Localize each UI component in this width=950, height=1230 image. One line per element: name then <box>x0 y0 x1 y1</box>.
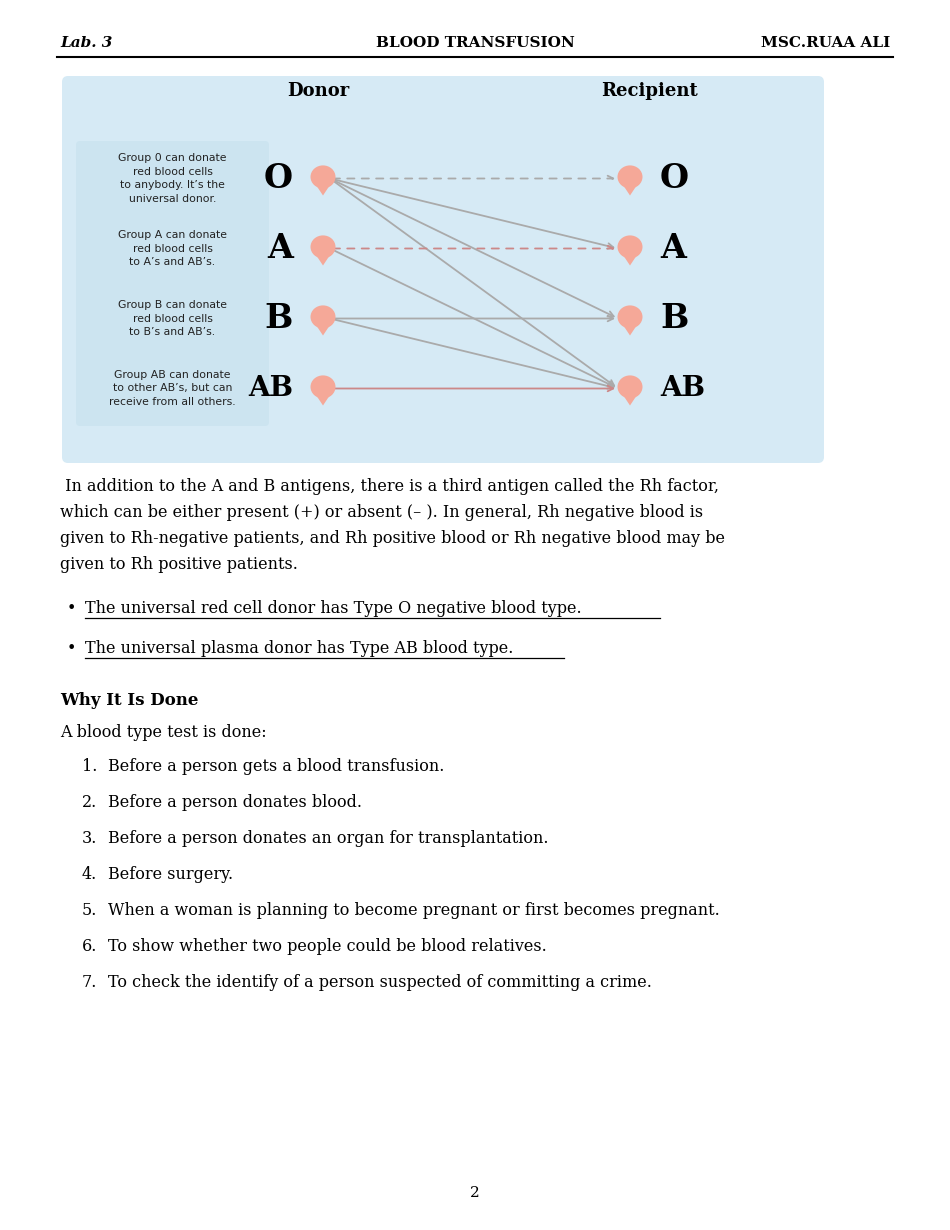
Text: AB: AB <box>660 375 705 402</box>
Text: 7.: 7. <box>82 974 97 991</box>
Text: BLOOD TRANSFUSION: BLOOD TRANSFUSION <box>375 36 575 50</box>
Polygon shape <box>314 323 332 336</box>
Text: Group AB can donate
to other AB’s, but can
receive from all others.: Group AB can donate to other AB’s, but c… <box>109 370 236 407</box>
Ellipse shape <box>618 165 642 188</box>
Text: 5.: 5. <box>82 902 97 919</box>
Ellipse shape <box>618 375 642 399</box>
Polygon shape <box>314 253 332 266</box>
Text: The universal plasma donor has Type AB blood type.: The universal plasma donor has Type AB b… <box>85 640 513 657</box>
Text: Recipient: Recipient <box>601 82 698 100</box>
Text: A blood type test is done:: A blood type test is done: <box>60 724 267 740</box>
Ellipse shape <box>618 305 642 328</box>
Text: 6.: 6. <box>82 938 97 954</box>
Text: 1.: 1. <box>82 758 97 775</box>
Text: MSC.RUAA ALI: MSC.RUAA ALI <box>761 36 890 50</box>
Text: Before a person gets a blood transfusion.: Before a person gets a blood transfusion… <box>108 758 445 775</box>
Text: O: O <box>264 162 293 196</box>
Text: In addition to the A and B antigens, there is a third antigen called the Rh fact: In addition to the A and B antigens, the… <box>60 478 719 494</box>
Polygon shape <box>621 183 638 196</box>
Text: Why It Is Done: Why It Is Done <box>60 692 199 708</box>
FancyBboxPatch shape <box>76 212 269 287</box>
Polygon shape <box>314 392 332 406</box>
Text: •: • <box>67 600 76 617</box>
Text: A: A <box>267 232 293 264</box>
Text: Before a person donates an organ for transplantation.: Before a person donates an organ for tra… <box>108 830 548 847</box>
FancyBboxPatch shape <box>76 141 269 216</box>
Text: O: O <box>660 162 689 196</box>
Text: which can be either present (+) or absent (– ). In general, Rh negative blood is: which can be either present (+) or absen… <box>60 504 703 522</box>
Text: Before surgery.: Before surgery. <box>108 866 233 883</box>
Text: To show whether two people could be blood relatives.: To show whether two people could be bloo… <box>108 938 547 954</box>
Text: •: • <box>67 640 76 657</box>
Text: B: B <box>265 303 293 335</box>
Text: A: A <box>660 232 686 264</box>
Text: Lab. 3: Lab. 3 <box>60 36 112 50</box>
Text: The universal red cell donor has Type O negative blood type.: The universal red cell donor has Type O … <box>85 600 581 617</box>
Text: B: B <box>660 303 689 335</box>
FancyBboxPatch shape <box>76 280 269 355</box>
Ellipse shape <box>311 165 335 188</box>
Text: Group B can donate
red blood cells
to B’s and AB’s.: Group B can donate red blood cells to B’… <box>118 300 227 337</box>
Text: To check the identify of a person suspected of committing a crime.: To check the identify of a person suspec… <box>108 974 652 991</box>
Text: Before a person donates blood.: Before a person donates blood. <box>108 795 362 811</box>
Text: 3.: 3. <box>82 830 97 847</box>
FancyBboxPatch shape <box>62 76 824 462</box>
Text: given to Rh positive patients.: given to Rh positive patients. <box>60 556 298 573</box>
Polygon shape <box>314 183 332 196</box>
Text: Group A can donate
red blood cells
to A’s and AB’s.: Group A can donate red blood cells to A’… <box>118 230 227 267</box>
Ellipse shape <box>618 235 642 258</box>
Ellipse shape <box>311 375 335 399</box>
FancyBboxPatch shape <box>76 351 269 426</box>
Text: Group 0 can donate
red blood cells
to anybody. It’s the
universal donor.: Group 0 can donate red blood cells to an… <box>118 153 227 204</box>
Polygon shape <box>621 323 638 336</box>
Text: When a woman is planning to become pregnant or first becomes pregnant.: When a woman is planning to become pregn… <box>108 902 720 919</box>
Polygon shape <box>621 392 638 406</box>
Text: 2: 2 <box>470 1186 480 1200</box>
Ellipse shape <box>311 305 335 328</box>
Text: given to Rh-negative patients, and Rh positive blood or Rh negative blood may be: given to Rh-negative patients, and Rh po… <box>60 530 725 547</box>
Text: 2.: 2. <box>82 795 97 811</box>
Polygon shape <box>621 253 638 266</box>
Text: 4.: 4. <box>82 866 97 883</box>
Ellipse shape <box>311 235 335 258</box>
Text: Donor: Donor <box>287 82 350 100</box>
Text: AB: AB <box>248 375 293 402</box>
